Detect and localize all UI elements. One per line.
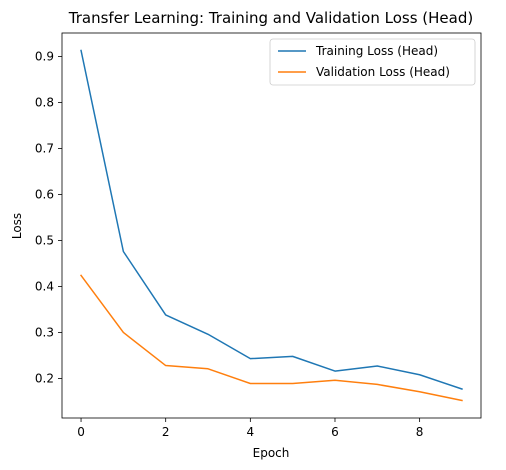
plot-frame bbox=[61, 32, 482, 419]
plot-area: 0 2 4 6 8 0.2 0.3 0.4 0.5 0.6 0.7 0.8 0.9 bbox=[35, 32, 482, 439]
y-tick-label: 0.9 bbox=[35, 49, 54, 63]
chart-title: Transfer Learning: Training and Validati… bbox=[68, 9, 473, 27]
legend-frame bbox=[269, 38, 476, 86]
y-axis-label: Loss bbox=[10, 213, 24, 239]
series-line-validation bbox=[80, 274, 463, 402]
y-tick-label: 0.6 bbox=[35, 187, 54, 201]
y-tick-label: 0.2 bbox=[35, 371, 54, 385]
y-tick-label: 0.4 bbox=[35, 279, 54, 293]
legend-label-training: Training Loss (Head) bbox=[315, 44, 438, 58]
x-tick-label: 4 bbox=[247, 425, 255, 439]
y-tick-label: 0.7 bbox=[35, 141, 54, 155]
series-line-training bbox=[80, 49, 463, 390]
x-axis: 0 2 4 6 8 bbox=[77, 418, 423, 439]
x-tick-label: 8 bbox=[416, 425, 424, 439]
series-lines bbox=[80, 49, 463, 402]
y-tick-label: 0.8 bbox=[35, 95, 54, 109]
x-axis-label: Epoch bbox=[253, 446, 290, 460]
x-tick-label: 0 bbox=[77, 425, 85, 439]
x-tick-label: 2 bbox=[162, 425, 170, 439]
x-tick-label: 6 bbox=[331, 425, 339, 439]
y-tick-label: 0.5 bbox=[35, 233, 54, 247]
legend-label-validation: Validation Loss (Head) bbox=[316, 65, 450, 79]
y-tick-label: 0.3 bbox=[35, 325, 54, 339]
y-axis: 0.2 0.3 0.4 0.5 0.6 0.7 0.8 0.9 bbox=[35, 49, 62, 385]
legend: Training Loss (Head) Validation Loss (He… bbox=[269, 38, 476, 86]
